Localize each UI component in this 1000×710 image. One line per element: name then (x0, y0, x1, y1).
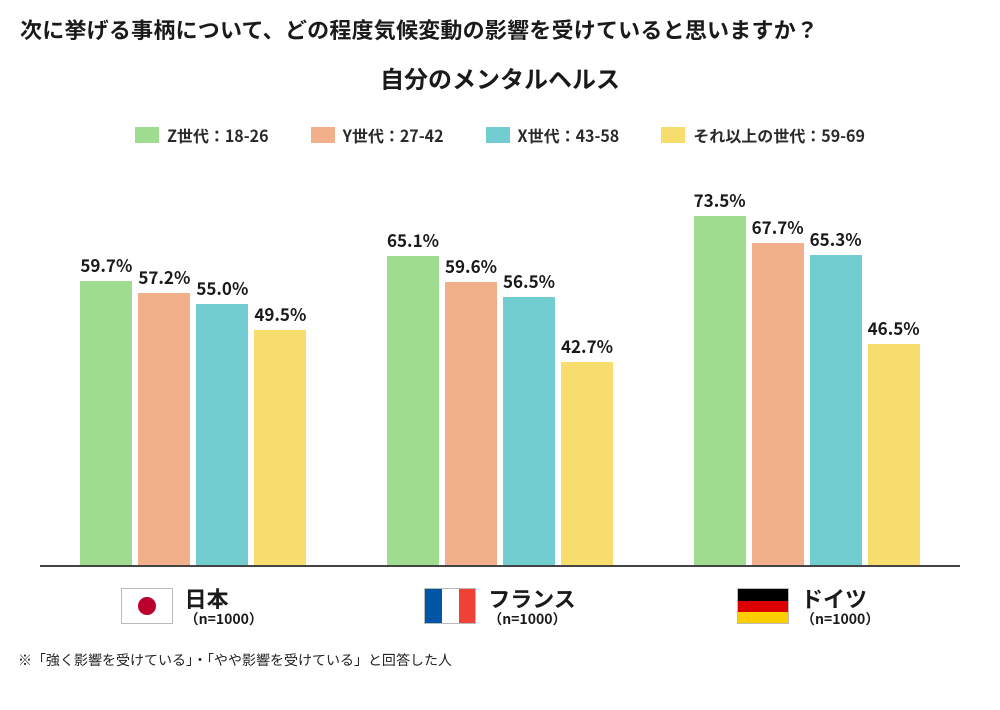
x-category-text: ドイツ（n=1000） (801, 585, 879, 628)
bar-wrap: 46.5% (868, 315, 920, 565)
bar-value-label: 73.5% (694, 187, 746, 212)
bar-value-label: 65.1% (387, 227, 439, 252)
bar-wrap: 55.0% (196, 275, 248, 565)
bar (445, 282, 497, 565)
bar-value-label: 65.3% (810, 226, 862, 251)
footnote: ※「強く影響を受けている」・「やや影響を受けている」と回答した人 (18, 650, 1000, 670)
chart-area: 59.7%57.2%55.0%49.5% 65.1%59.6%56.5% 42.7%… (40, 187, 960, 567)
bar-value-label: 49.5% (254, 301, 306, 326)
bar (561, 362, 613, 565)
bar-value-label: 46.5% (868, 315, 920, 340)
x-axis: 日本（n=1000）フランス（n=1000）ドイツ（n=1000） (40, 585, 960, 628)
legend: Z世代：18-26 Y世代：27-42 X世代：43-58 それ以上の世代：59-69 (0, 123, 1000, 147)
legend-label: X世代：43-58 (518, 123, 620, 147)
jp-flag-icon (121, 588, 173, 624)
bar-value-label: 59.7% (80, 252, 132, 277)
bar (810, 255, 862, 565)
country-name: ドイツ (801, 585, 879, 611)
country-name: フランス (488, 585, 576, 611)
legend-item: それ以上の世代：59-69 (661, 123, 865, 147)
legend-label: Z世代：18-26 (167, 123, 269, 147)
legend-item: Y世代：27-42 (311, 123, 444, 147)
country-name: 日本 (185, 585, 263, 611)
de-flag-icon (737, 588, 789, 624)
bar-group: 59.7%57.2%55.0%49.5% (80, 252, 306, 565)
bar-wrap: 59.6% (445, 253, 497, 565)
bar-wrap: 67.7% (752, 214, 804, 565)
bar-wrap: 57.2% (138, 264, 190, 565)
bar-wrap: 49.5% (254, 301, 306, 565)
chart-subtitle: 自分のメンタルヘルス (0, 60, 1000, 95)
x-category: フランス（n=1000） (424, 585, 576, 628)
bar-value-label: 67.7% (752, 214, 804, 239)
bar-wrap: 65.3% (810, 226, 862, 565)
bar (694, 216, 746, 565)
fr-flag-icon (424, 588, 476, 624)
bar-value-label: 55.0% (196, 275, 248, 300)
sample-size: （n=1000） (185, 611, 263, 628)
legend-item: X世代：43-58 (486, 123, 620, 147)
bar-wrap: 56.5% (503, 268, 555, 565)
legend-label: それ以上の世代：59-69 (693, 123, 865, 147)
bar-value-label: 57.2% (138, 264, 190, 289)
legend-swatch (135, 127, 159, 143)
bar-wrap: 73.5% (694, 187, 746, 565)
bar (503, 297, 555, 565)
bar (138, 293, 190, 565)
bar (387, 256, 439, 565)
bar (196, 304, 248, 565)
legend-swatch (486, 127, 510, 143)
legend-swatch (661, 127, 685, 143)
x-category: ドイツ（n=1000） (737, 585, 879, 628)
question-text: 次に挙げる事柄について、どの程度気候変動の影響を受けていると思いますか？ (0, 0, 1000, 46)
bar-value-label: 56.5% (503, 268, 555, 293)
x-category-text: 日本（n=1000） (185, 585, 263, 628)
bar-wrap: 42.7% (561, 333, 613, 565)
bar-wrap: 65.1% (387, 227, 439, 565)
bar-group: 65.1%59.6%56.5% 42.7% (387, 227, 613, 565)
bar (80, 281, 132, 565)
x-category: 日本（n=1000） (121, 585, 263, 628)
x-category-text: フランス（n=1000） (488, 585, 576, 628)
bar-value-label: 59.6% (445, 253, 497, 278)
bar (752, 243, 804, 565)
bar (868, 344, 920, 565)
bar (254, 330, 306, 565)
legend-item: Z世代：18-26 (135, 123, 269, 147)
sample-size: （n=1000） (801, 611, 879, 628)
bar-value-label: 42.7% (561, 333, 613, 358)
sample-size: （n=1000） (488, 611, 576, 628)
legend-label: Y世代：27-42 (343, 123, 444, 147)
bar-group: 73.5%67.7%65.3% 46.5% (694, 187, 920, 565)
legend-swatch (311, 127, 335, 143)
bar-wrap: 59.7% (80, 252, 132, 565)
